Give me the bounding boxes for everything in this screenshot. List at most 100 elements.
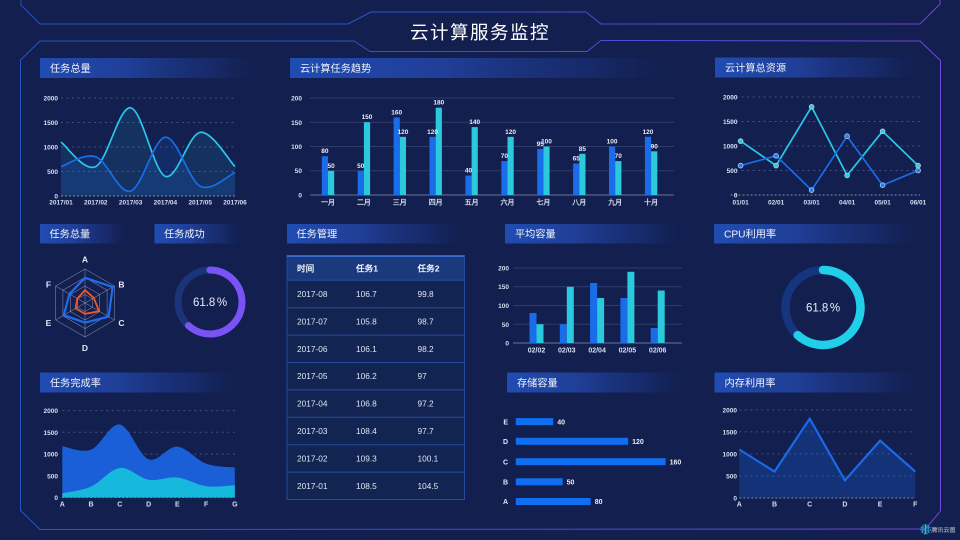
- svg-text:61.8%: 61.8%: [193, 297, 227, 309]
- svg-text:90: 90: [651, 143, 659, 150]
- svg-text:0: 0: [734, 193, 738, 200]
- svg-text:05/01: 05/01: [874, 200, 891, 207]
- svg-text:80: 80: [321, 148, 329, 155]
- svg-text:70: 70: [615, 153, 623, 160]
- svg-text:108.5: 108.5: [356, 481, 377, 491]
- svg-text:50: 50: [327, 163, 335, 170]
- svg-text:1500: 1500: [723, 429, 738, 436]
- svg-text:1000: 1000: [44, 145, 59, 152]
- svg-text:D: D: [82, 343, 88, 353]
- svg-text:2017/02: 2017/02: [84, 200, 108, 207]
- svg-text:180: 180: [433, 100, 444, 107]
- svg-text:50: 50: [295, 168, 303, 175]
- svg-text:2017/05: 2017/05: [188, 200, 212, 207]
- svg-text:任务2: 任务2: [417, 262, 440, 273]
- svg-text:D: D: [146, 502, 151, 509]
- svg-text:200: 200: [291, 96, 302, 103]
- svg-text:2017-02: 2017-02: [297, 453, 328, 463]
- svg-text:1500: 1500: [723, 119, 738, 126]
- svg-text:任务完成率: 任务完成率: [50, 377, 101, 390]
- svg-text:B: B: [88, 502, 93, 509]
- svg-text:105.8: 105.8: [356, 316, 377, 326]
- svg-text:F: F: [204, 502, 209, 509]
- svg-text:03/01: 03/01: [803, 200, 820, 207]
- svg-text:八月: 八月: [571, 199, 586, 207]
- svg-text:一月: 一月: [321, 199, 335, 207]
- svg-text:腾讯云图: 腾讯云图: [931, 526, 956, 534]
- svg-text:内存利用率: 内存利用率: [725, 377, 776, 390]
- svg-text:140: 140: [469, 119, 480, 126]
- svg-text:G: G: [232, 502, 238, 509]
- svg-text:160: 160: [670, 459, 682, 466]
- svg-text:106.8: 106.8: [356, 399, 377, 409]
- svg-text:120: 120: [427, 129, 438, 136]
- svg-text:02/02: 02/02: [528, 348, 546, 355]
- svg-text:100: 100: [541, 139, 552, 146]
- svg-text:2017-04: 2017-04: [297, 399, 328, 409]
- svg-text:97.2: 97.2: [418, 399, 435, 409]
- svg-text:A: A: [82, 255, 88, 265]
- svg-text:160: 160: [391, 109, 402, 116]
- svg-text:七月: 七月: [536, 198, 550, 207]
- svg-text:0: 0: [733, 496, 737, 503]
- svg-text:2017-08: 2017-08: [297, 289, 328, 299]
- svg-text:02/06: 02/06: [649, 348, 667, 355]
- svg-text:02/04: 02/04: [588, 348, 606, 355]
- svg-text:F: F: [46, 280, 51, 290]
- svg-text:97: 97: [418, 371, 428, 381]
- svg-text:98.2: 98.2: [418, 344, 435, 354]
- svg-text:2017/01: 2017/01: [49, 200, 73, 207]
- svg-text:1000: 1000: [723, 144, 738, 151]
- svg-text:02/03: 02/03: [558, 348, 576, 355]
- svg-text:100: 100: [607, 139, 618, 146]
- svg-text:CPU利用率: CPU利用率: [724, 228, 776, 241]
- svg-text:A: A: [503, 499, 508, 506]
- svg-text:二月: 二月: [357, 199, 371, 207]
- svg-text:十月: 十月: [644, 198, 658, 207]
- svg-text:C: C: [118, 318, 124, 328]
- svg-text:存储容量: 存储容量: [517, 377, 558, 390]
- svg-text:01/01: 01/01: [732, 200, 749, 207]
- svg-text:B: B: [503, 480, 508, 487]
- svg-text:云计算任务趋势: 云计算任务趋势: [300, 62, 371, 75]
- svg-text:120: 120: [643, 129, 654, 136]
- svg-text:E: E: [878, 502, 883, 509]
- svg-text:2017-01: 2017-01: [297, 481, 328, 491]
- svg-text:B: B: [118, 280, 124, 290]
- svg-text:A: A: [60, 502, 65, 509]
- svg-text:97.7: 97.7: [418, 426, 435, 436]
- svg-text:50: 50: [567, 480, 575, 487]
- svg-text:任务总量: 任务总量: [50, 62, 91, 75]
- svg-text:D: D: [842, 502, 847, 509]
- svg-text:40: 40: [465, 168, 473, 175]
- svg-text:九月: 九月: [607, 198, 622, 207]
- svg-text:200: 200: [498, 266, 509, 273]
- svg-text:2017/03: 2017/03: [119, 200, 143, 207]
- svg-text:F: F: [913, 502, 918, 509]
- svg-text:500: 500: [727, 168, 738, 175]
- svg-text:B: B: [772, 502, 777, 509]
- svg-text:1000: 1000: [44, 452, 59, 459]
- svg-text:500: 500: [47, 169, 58, 176]
- svg-text:100: 100: [498, 303, 509, 310]
- svg-text:109.3: 109.3: [356, 453, 377, 463]
- svg-text:四月: 四月: [429, 199, 443, 207]
- svg-text:98.7: 98.7: [418, 316, 435, 326]
- svg-text:六月: 六月: [501, 198, 515, 207]
- svg-text:1000: 1000: [723, 451, 738, 458]
- svg-text:100.1: 100.1: [418, 453, 439, 463]
- svg-text:106.2: 106.2: [356, 371, 377, 381]
- svg-text:2000: 2000: [723, 95, 738, 102]
- svg-text:40: 40: [557, 419, 565, 426]
- svg-text:50: 50: [357, 163, 365, 170]
- svg-text:D: D: [503, 439, 508, 446]
- svg-text:120: 120: [397, 129, 408, 136]
- svg-text:61.8%: 61.8%: [806, 303, 840, 315]
- svg-text:2000: 2000: [723, 407, 738, 414]
- svg-text:0: 0: [298, 193, 302, 200]
- svg-text:A: A: [737, 502, 742, 509]
- svg-text:E: E: [503, 419, 508, 426]
- svg-text:02/01: 02/01: [768, 200, 785, 207]
- svg-text:0: 0: [54, 495, 58, 502]
- svg-text:120: 120: [632, 439, 644, 446]
